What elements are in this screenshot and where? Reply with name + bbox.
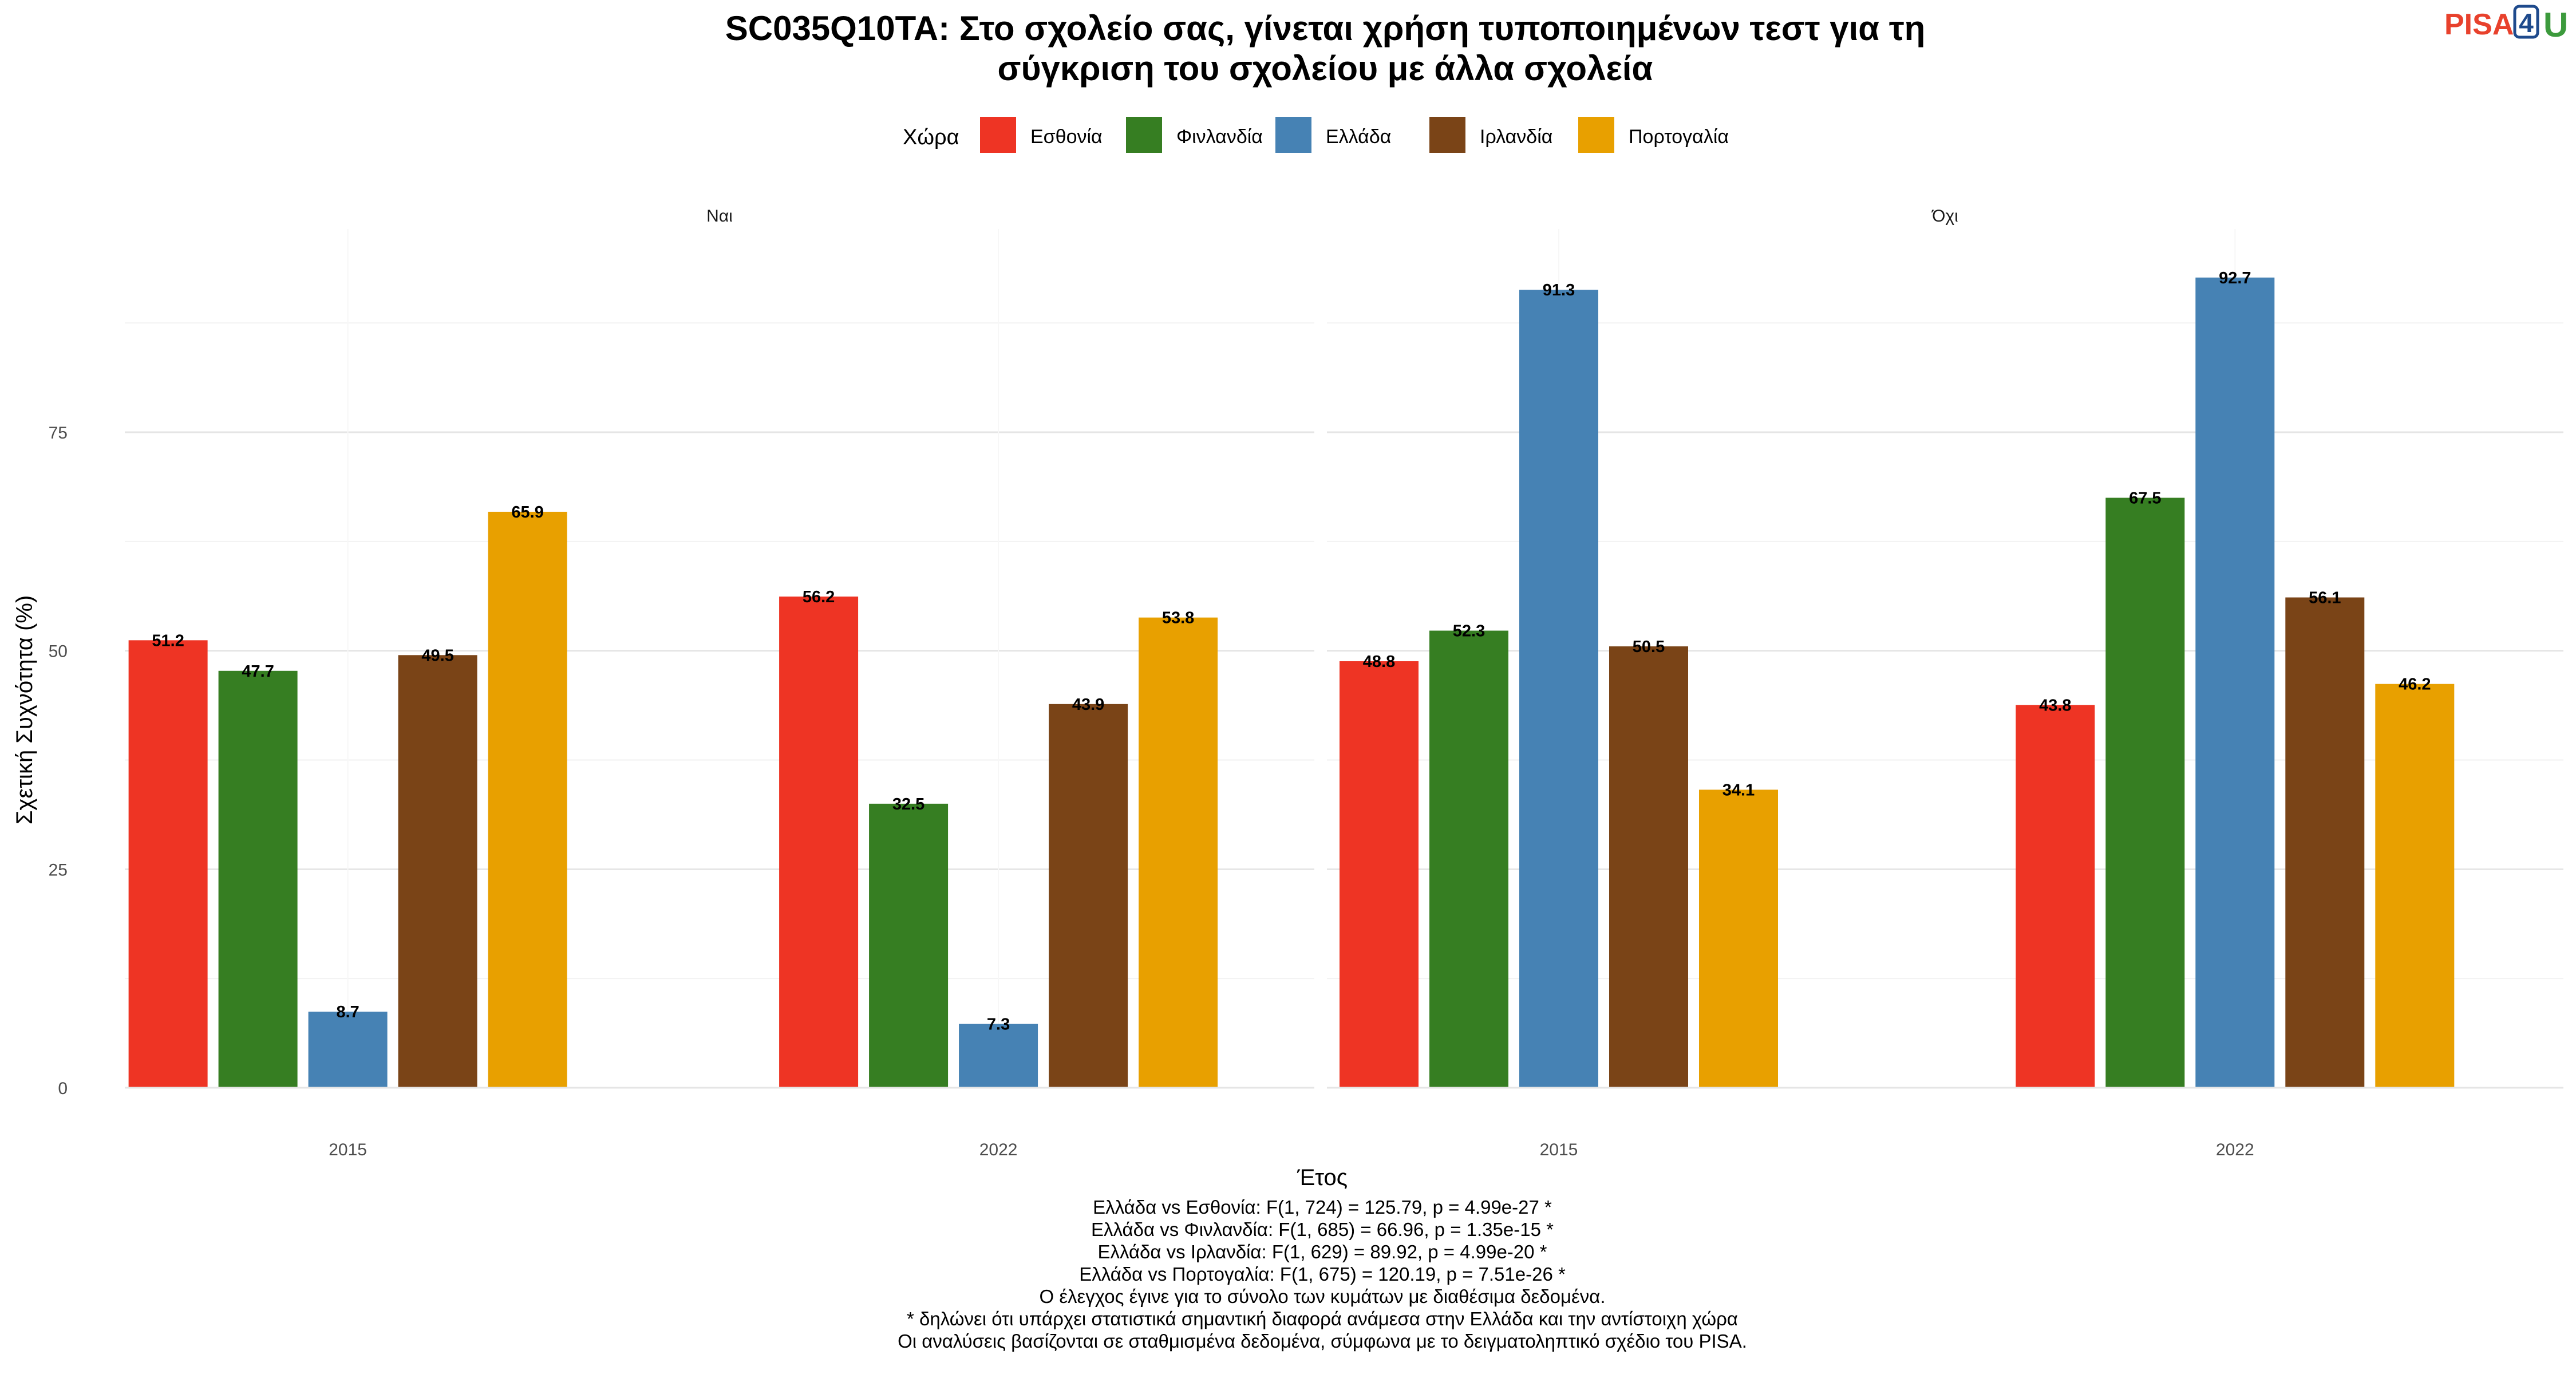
bar — [2285, 597, 2365, 1088]
legend-label: Ελλάδα — [1326, 126, 1391, 148]
legend-item: Ελλάδα — [1275, 117, 1391, 153]
caption-line: * δηλώνει ότι υπάρχει στατιστικά σημαντι… — [907, 1308, 1738, 1329]
bar — [488, 511, 567, 1088]
bar — [959, 1024, 1038, 1088]
caption-line: Οι αναλύσεις βασίζονται σε σταθμισμένα δ… — [898, 1330, 1747, 1352]
bar — [1049, 704, 1128, 1088]
bar-value-label: 56.2 — [803, 588, 835, 606]
legend-item: Πορτογαλία — [1578, 117, 1729, 153]
bar — [1699, 789, 1778, 1088]
legend-swatch — [1578, 117, 1614, 153]
legend-title: Χώρα — [903, 125, 959, 149]
bar — [218, 670, 298, 1088]
caption-line: Ελλάδα vs Ιρλανδία: F(1, 629) = 89.92, p… — [1097, 1241, 1547, 1262]
x-tick-label: 2015 — [1540, 1140, 1578, 1159]
bar-value-label: 67.5 — [2129, 489, 2161, 508]
legend-swatch — [980, 117, 1016, 153]
bar-value-label: 7.3 — [987, 1016, 1010, 1034]
y-axis-title: Σχετική Συχνότητα (%) — [12, 595, 37, 825]
legend-item: Εσθονία — [980, 117, 1103, 153]
bar-value-label: 56.1 — [2309, 589, 2341, 607]
bar — [2016, 705, 2095, 1088]
bar-value-label: 91.3 — [1543, 281, 1575, 299]
caption-line: Ελλάδα vs Φινλανδία: F(1, 685) = 66.96, … — [1091, 1219, 1554, 1240]
pisa4u-logo: PISA 4 U — [2444, 5, 2568, 44]
bar-value-label: 32.5 — [892, 795, 924, 814]
bar — [1519, 290, 1598, 1088]
chart-title-line-1: SC035Q10TA: Στο σχολείο σας, γίνεται χρή… — [725, 9, 1926, 48]
logo-box — [2513, 5, 2539, 39]
bar — [1609, 646, 1688, 1088]
y-tick-label: 50 — [49, 642, 68, 661]
bar-value-label: 49.5 — [421, 646, 453, 665]
caption-line: Ο έλεγχος έγινε για το σύνολο των κυμάτω… — [1040, 1286, 1606, 1307]
legend-label: Εσθονία — [1030, 126, 1103, 148]
bar-value-label: 34.1 — [1722, 781, 1755, 799]
legend-swatch — [1275, 117, 1311, 153]
legend-label: Πορτογαλία — [1629, 126, 1729, 148]
bar-value-label: 8.7 — [336, 1003, 359, 1021]
x-tick-label: 2015 — [329, 1140, 367, 1159]
facet-label: Ναι — [706, 207, 733, 226]
facet-panel: Ναι 2015 2022 51.2 56.2 47.7 32.5 8.7 7.3 49.5 43.… — [125, 207, 1314, 1159]
bar-value-label: 53.8 — [1162, 609, 1194, 627]
logo-text-pisa: PISA — [2444, 8, 2514, 41]
y-tick-label: 0 — [58, 1079, 68, 1098]
bar-value-label: 48.8 — [1363, 653, 1395, 671]
caption: Ελλάδα vs Εσθονία: F(1, 724) = 125.79, p… — [898, 1197, 1747, 1352]
legend-label: Ιρλανδία — [1480, 126, 1552, 148]
bar-value-label: 92.7 — [2219, 269, 2251, 287]
x-tick-label: 2022 — [979, 1140, 1018, 1159]
bar-value-label: 47.7 — [242, 662, 274, 681]
legend: Χώρα Εσθονία Φινλανδία Ελλάδα Ιρλανδία Πορτο… — [903, 117, 1729, 153]
chart-title-line-2: σύγκριση του σχολείου με άλλα σχολεία — [998, 49, 1653, 88]
x-axis-title: Έτος — [1297, 1165, 1348, 1190]
legend-swatch — [1429, 117, 1465, 153]
y-tick-label: 75 — [49, 424, 68, 443]
bar-value-label: 43.9 — [1072, 696, 1104, 714]
bar-value-label: 50.5 — [1633, 638, 1665, 656]
bar — [2105, 498, 2185, 1088]
bar — [779, 597, 859, 1088]
bar-value-label: 52.3 — [1453, 622, 1485, 641]
facet-label: Όχι — [1931, 207, 1958, 226]
bar — [1340, 661, 1419, 1088]
bar-value-label: 65.9 — [511, 503, 543, 522]
x-tick-label: 2022 — [2216, 1140, 2254, 1159]
bar — [128, 640, 208, 1088]
bar — [308, 1012, 388, 1088]
caption-line: Ελλάδα vs Πορτογαλία: F(1, 675) = 120.19… — [1079, 1264, 1566, 1285]
y-tick-label: 25 — [49, 860, 68, 879]
legend-label: Φινλανδία — [1176, 126, 1263, 148]
chart-title: SC035Q10TA: Στο σχολείο σας, γίνεται χρή… — [725, 9, 1926, 88]
bar-value-label: 43.8 — [2039, 696, 2071, 714]
legend-item: Φινλανδία — [1126, 117, 1263, 153]
bar — [1429, 630, 1508, 1088]
bar — [1139, 617, 1218, 1088]
bar-value-label: 46.2 — [2399, 676, 2431, 694]
bar — [869, 803, 949, 1088]
legend-swatch — [1126, 117, 1162, 153]
logo-text-4: 4 — [2519, 8, 2534, 38]
bar — [2195, 277, 2275, 1088]
legend-item: Ιρλανδία — [1429, 117, 1552, 153]
logo-text-u: U — [2543, 6, 2568, 44]
caption-line: Ελλάδα vs Εσθονία: F(1, 724) = 125.79, p… — [1093, 1197, 1552, 1218]
bar-value-label: 51.2 — [152, 631, 184, 650]
bar — [398, 655, 477, 1088]
bar — [2375, 684, 2455, 1088]
facet-panel: Όχι 2015 2022 48.8 43.8 52.3 67.5 91.3 92.7 50.5 5… — [1327, 207, 2563, 1159]
